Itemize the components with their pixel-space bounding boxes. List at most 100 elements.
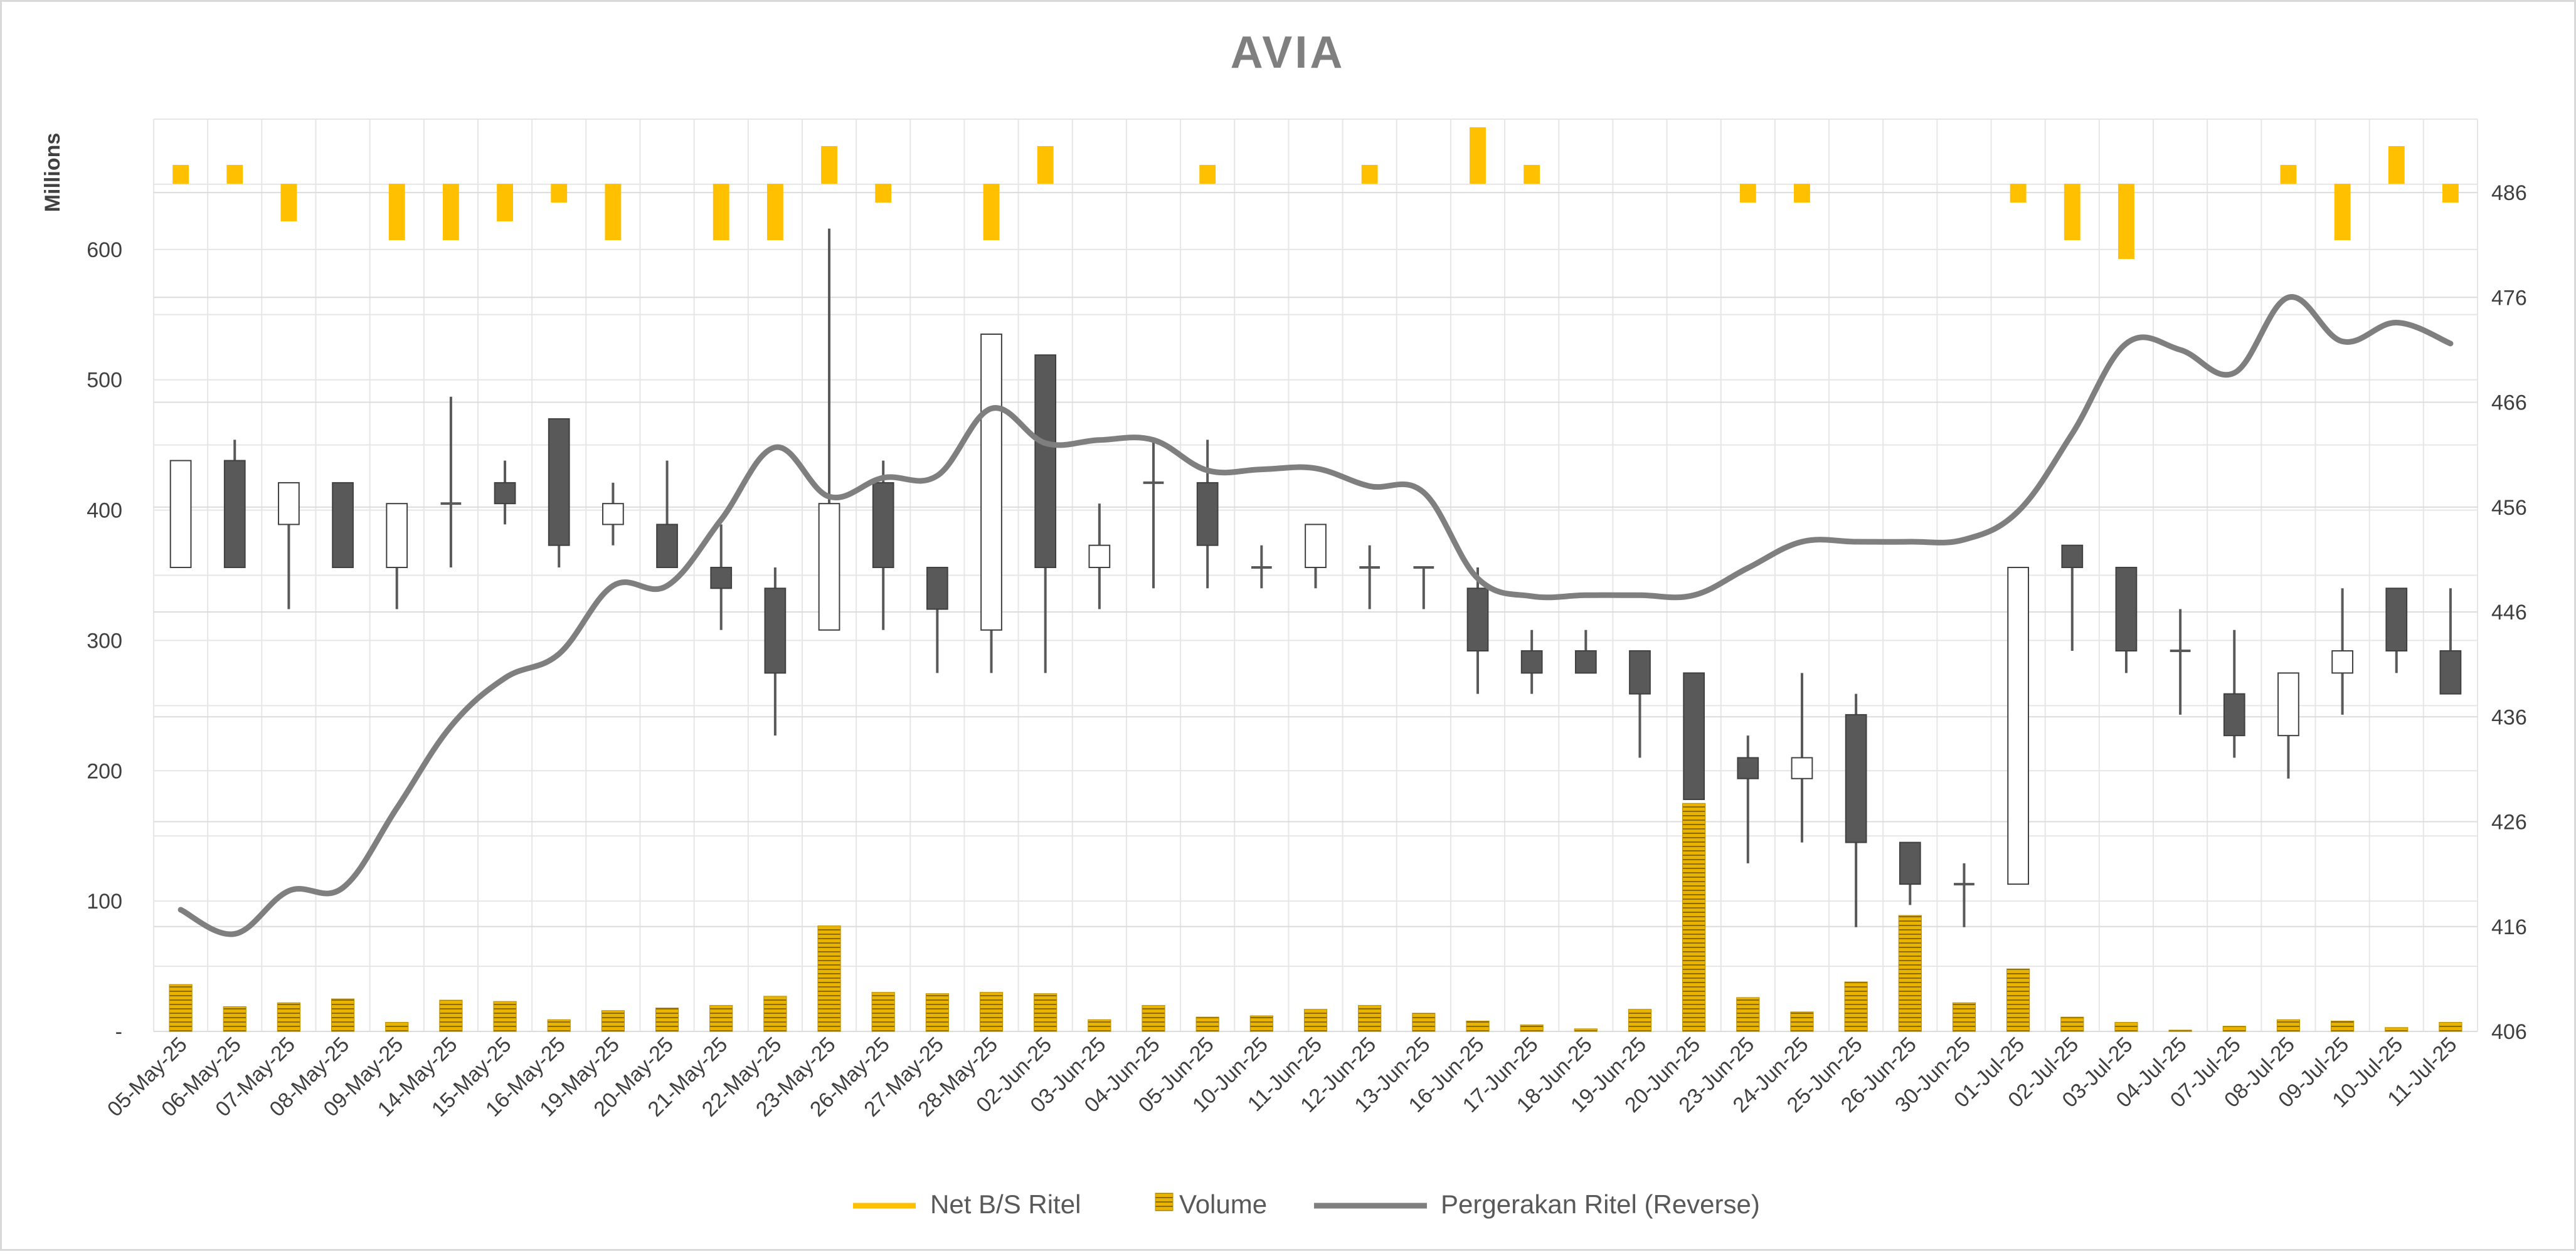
- candle-up: [1305, 524, 1327, 569]
- left-tick-label: 600: [87, 238, 122, 262]
- candle-up: [2007, 567, 2029, 885]
- candle-down: [764, 587, 787, 674]
- volume-bar: [2168, 1030, 2192, 1032]
- candle-down: [1574, 650, 1597, 674]
- volume-bar: [2385, 1027, 2409, 1032]
- left-tick-label: 100: [87, 890, 122, 914]
- left-tick-label: 400: [87, 499, 122, 523]
- right-tick-label: 436: [2491, 705, 2527, 729]
- candle-up: [980, 333, 1002, 631]
- candle-down: [548, 418, 570, 546]
- volume-bar: [1358, 1004, 1382, 1032]
- candle-down: [872, 482, 894, 569]
- candlesticks: [169, 228, 2462, 927]
- net-bs-bars: [172, 127, 2459, 259]
- net-bs-bar: [821, 146, 837, 184]
- volume-bar: [493, 1001, 517, 1032]
- candle-down: [494, 482, 516, 505]
- candle-down: [1683, 672, 1705, 801]
- net-bs-bar: [280, 184, 297, 221]
- volume-bar: [1628, 1009, 1652, 1032]
- candle-up: [278, 482, 300, 525]
- volume-bar: [1736, 997, 1760, 1032]
- volume-bar: [277, 1002, 301, 1032]
- volume-bar: [1303, 1009, 1328, 1032]
- volume-bar: [979, 992, 1004, 1032]
- volume-bar: [2276, 1019, 2301, 1032]
- pergerakan-line-path: [178, 294, 2454, 937]
- candle-up: [386, 503, 408, 569]
- chart-title: AVIA: [1231, 28, 1345, 78]
- volume-bar: [763, 996, 787, 1032]
- candle-up: [818, 503, 840, 631]
- candle-up: [1791, 757, 1813, 779]
- net-bs-bar: [983, 184, 1000, 240]
- right-tick-label: 466: [2491, 391, 2527, 415]
- volume-bar: [1249, 1015, 1273, 1032]
- volume-bar: [601, 1010, 625, 1032]
- candle-down: [223, 460, 246, 569]
- volume-bar: [2222, 1026, 2246, 1032]
- volume-bar: [223, 1006, 246, 1032]
- volume-bar: [2114, 1021, 2138, 1032]
- net-bs-bar: [497, 184, 513, 221]
- right-tick-label: 426: [2491, 811, 2527, 835]
- volume-bar: [385, 1021, 409, 1032]
- candle-up: [2277, 672, 2299, 737]
- candle-up: [2331, 650, 2353, 674]
- candle-down: [2385, 587, 2408, 652]
- left-axis-unit-label: Millions: [41, 133, 65, 213]
- candle-down: [710, 567, 733, 589]
- candle-down: [1034, 354, 1057, 569]
- candle-down: [1196, 482, 1219, 546]
- net-bs-bar: [551, 184, 568, 203]
- volume-bar: [1520, 1025, 1544, 1032]
- volume-bar: [925, 993, 949, 1032]
- left-axis-ticks: - 100 200 300 400 500 600: [87, 238, 122, 1044]
- right-tick-label: 406: [2491, 1020, 2527, 1044]
- volume-bar: [655, 1008, 679, 1032]
- volume-bar: [2439, 1021, 2462, 1032]
- volume-bar: [2060, 1016, 2084, 1032]
- net-bs-bar: [2118, 184, 2134, 259]
- volume-bar: [1574, 1028, 1598, 1032]
- left-tick-label: 300: [87, 629, 122, 653]
- net-bs-bar: [442, 184, 459, 240]
- volume-bar: [1844, 981, 1868, 1032]
- candle-down: [2115, 567, 2138, 652]
- net-bs-bar: [2064, 184, 2080, 240]
- right-tick-label: 476: [2491, 286, 2527, 310]
- net-bs-bar: [2280, 165, 2297, 184]
- legend-netbs-label: Net B/S Ritel: [930, 1189, 1081, 1219]
- volume-bars: [169, 803, 2462, 1032]
- volume-bar: [817, 925, 841, 1032]
- net-bs-bar: [1739, 184, 1756, 203]
- volume-bar: [1195, 1016, 1219, 1032]
- candle-down: [2061, 544, 2084, 569]
- net-bs-bar: [1199, 165, 1216, 184]
- candle-down: [1845, 714, 1867, 843]
- net-bs-bar: [2334, 184, 2351, 240]
- volume-bar: [871, 992, 895, 1032]
- volume-bar: [709, 1004, 733, 1032]
- candle-up: [169, 460, 192, 569]
- candle-down: [2223, 693, 2245, 737]
- candle-down: [926, 567, 948, 610]
- net-bs-bar: [2010, 184, 2027, 203]
- net-bs-bar: [1037, 146, 1054, 184]
- volume-bar: [1790, 1011, 1814, 1032]
- volume-bar: [331, 998, 355, 1032]
- right-tick-label: 446: [2491, 601, 2527, 624]
- left-tick-label: 200: [87, 759, 122, 783]
- net-bs-bar: [172, 165, 189, 184]
- candle-down: [1737, 757, 1759, 779]
- net-bs-bar: [1470, 127, 1486, 184]
- right-axis-ticks: 406 416 426 436 446 456 466 476 486: [2491, 181, 2527, 1044]
- volume-bar: [1466, 1020, 1490, 1032]
- left-tick-label: 500: [87, 369, 122, 393]
- volume-bar: [1412, 1013, 1436, 1032]
- candle-down: [332, 482, 354, 569]
- net-bs-bar: [875, 184, 892, 203]
- volume-bar: [547, 1019, 571, 1032]
